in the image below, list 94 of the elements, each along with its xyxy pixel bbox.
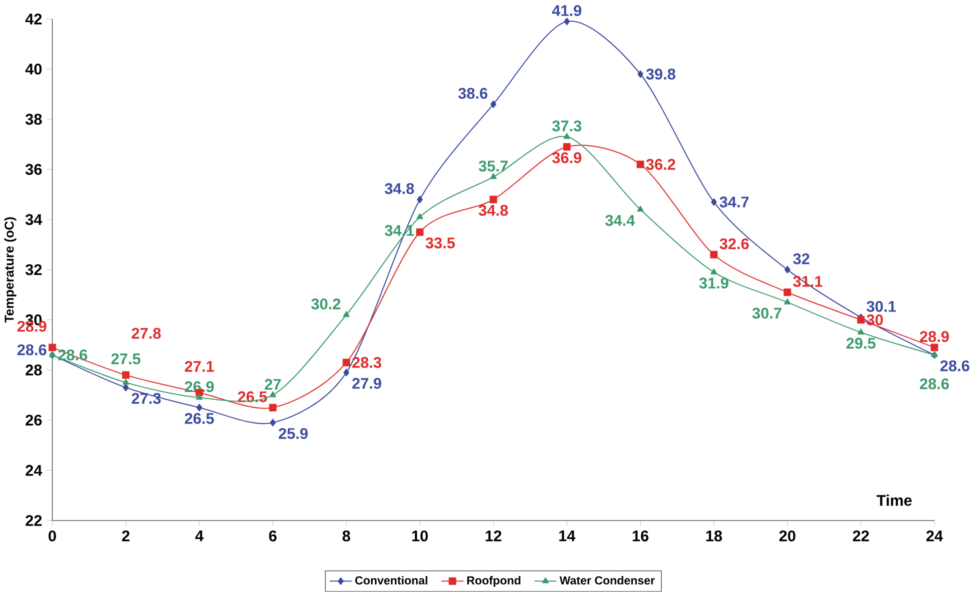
x-tick-label: 6 <box>269 530 277 542</box>
point <box>710 251 718 259</box>
point <box>930 344 938 352</box>
y-tick-label: 28 <box>26 364 42 376</box>
point <box>857 316 865 324</box>
data-label: 28.6 <box>17 344 46 356</box>
y-tick-label: 32 <box>25 264 42 276</box>
point <box>196 404 202 412</box>
legend-label: Roofpond <box>467 576 520 587</box>
data-label: 36.2 <box>646 159 676 170</box>
point <box>490 100 496 108</box>
x-tick-label: 4 <box>195 530 204 542</box>
y-tick-label: 26 <box>26 414 42 426</box>
data-label: 30.2 <box>311 298 340 310</box>
point <box>564 133 570 140</box>
x-tick-label: 24 <box>926 530 943 542</box>
point <box>270 419 276 427</box>
data-label: 27.1 <box>184 361 214 372</box>
data-label: 27.8 <box>132 328 161 339</box>
x-tick-label: 14 <box>559 530 576 542</box>
point <box>564 18 570 26</box>
data-label: 28.6 <box>920 378 949 390</box>
y-tick-label: 34 <box>25 214 42 226</box>
point <box>342 358 350 366</box>
data-label: 32 <box>793 254 810 264</box>
data-label: 29.5 <box>846 338 876 349</box>
data-label: 38.6 <box>458 88 488 99</box>
point <box>416 196 423 204</box>
data-label: 39.8 <box>646 68 676 80</box>
point <box>784 288 792 296</box>
x-tick-label: 16 <box>632 530 648 542</box>
legend-label: Conventional <box>355 576 428 585</box>
point <box>710 268 718 274</box>
legend-label: Water Condenser <box>560 576 655 585</box>
point <box>122 371 130 379</box>
point <box>343 368 350 376</box>
point <box>563 143 571 151</box>
data-label: 30.1 <box>866 301 896 312</box>
point <box>490 173 497 180</box>
point <box>269 404 277 412</box>
data-label: 30 <box>866 314 883 326</box>
data-label: 33.5 <box>426 238 455 249</box>
y-tick-label: 22 <box>26 515 42 526</box>
point <box>490 196 498 204</box>
data-label: 34.7 <box>720 196 749 208</box>
y-tick-label: 24 <box>26 465 42 476</box>
data-label: 37.3 <box>552 120 582 132</box>
data-label: 27 <box>264 379 281 390</box>
x-tick-label: 22 <box>852 530 869 542</box>
data-label: 25.9 <box>278 428 308 440</box>
data-label: 34.8 <box>478 205 508 216</box>
y-axis-title: Temperature (oC) <box>4 217 16 323</box>
point <box>196 394 203 400</box>
data-label: 32.6 <box>720 238 749 250</box>
x-tick-label: 0 <box>48 530 56 542</box>
data-label: 27.3 <box>132 393 161 404</box>
point <box>343 311 350 318</box>
x-tick-label: 18 <box>706 530 722 542</box>
point <box>416 213 424 220</box>
point <box>416 228 424 236</box>
data-label: 30.7 <box>752 308 782 319</box>
data-label: 41.9 <box>552 5 582 16</box>
data-label: 28.3 <box>352 357 382 368</box>
point <box>122 378 130 385</box>
data-label: 31.9 <box>699 278 728 289</box>
data-label: 34.8 <box>384 183 414 194</box>
data-label: 36.9 <box>552 152 582 164</box>
point <box>270 391 276 398</box>
x-axis-title: Time <box>876 494 912 506</box>
point <box>48 344 56 352</box>
y-tick-label: 38 <box>25 114 42 125</box>
x-tick-label: 10 <box>412 530 428 542</box>
point <box>858 328 864 335</box>
point <box>784 298 791 305</box>
point <box>710 198 717 206</box>
point <box>636 160 644 168</box>
x-tick-label: 8 <box>342 530 350 542</box>
data-label: 28.9 <box>920 331 949 342</box>
point <box>122 384 129 392</box>
data-label: 27.9 <box>352 378 382 389</box>
data-label: 26.5 <box>184 413 214 424</box>
point <box>637 206 644 212</box>
x-tick-label: 12 <box>486 530 502 542</box>
data-label: 35.7 <box>478 160 508 172</box>
data-label: 34.4 <box>605 215 635 226</box>
data-label: 27.5 <box>111 354 140 364</box>
x-tick-label: 20 <box>779 530 796 542</box>
data-label: 28.6 <box>940 360 970 372</box>
y-tick-label: 42 <box>25 14 42 24</box>
x-tick-label: 2 <box>122 530 130 542</box>
point <box>784 266 790 274</box>
y-tick-label: 40 <box>25 64 42 75</box>
point <box>637 70 644 78</box>
y-tick-label: 36 <box>25 164 42 176</box>
